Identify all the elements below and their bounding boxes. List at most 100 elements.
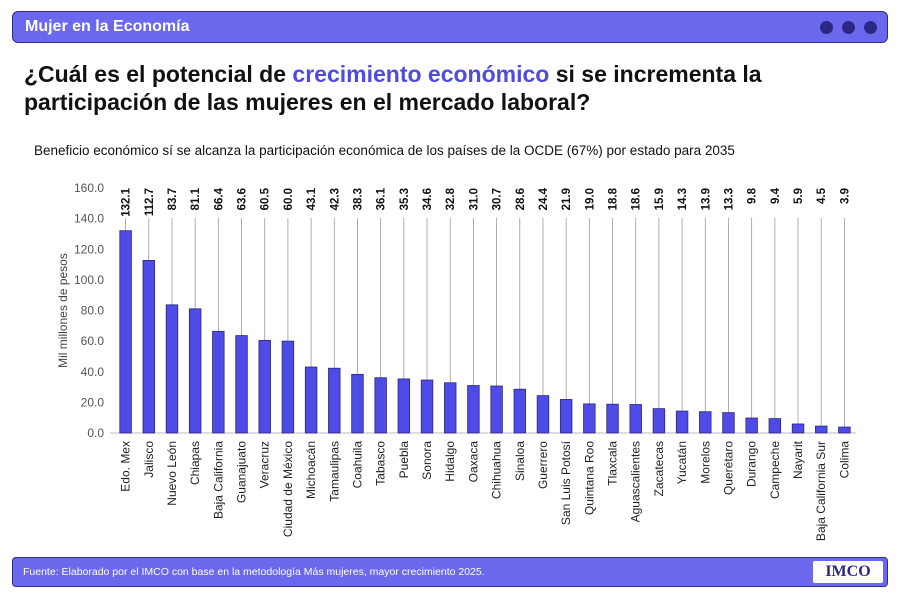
value-label: 5.9 xyxy=(793,188,805,204)
bar xyxy=(351,373,364,434)
value-label: 60.0 xyxy=(283,188,295,210)
value-label: 43.1 xyxy=(306,187,318,210)
headline: ¿Cuál es el potencial de crecimiento eco… xyxy=(24,60,874,116)
y-tick-label: 80.0 xyxy=(81,304,105,318)
window-dots xyxy=(820,21,877,34)
x-tick-label: Guerrero xyxy=(536,441,550,489)
value-label: 132.1 xyxy=(121,187,133,216)
x-tick-label: San Luis Potosí xyxy=(559,440,573,525)
bar xyxy=(188,308,202,434)
value-label: 9.4 xyxy=(770,187,782,204)
x-tick-label: Tlaxcala xyxy=(606,441,620,486)
value-label: 28.6 xyxy=(515,188,527,210)
bar xyxy=(513,388,526,434)
y-axis-label: Mil millones de pesos xyxy=(56,253,70,368)
bar xyxy=(142,260,155,434)
bar xyxy=(119,230,132,434)
bar xyxy=(791,423,805,434)
value-label: 36.1 xyxy=(376,187,388,210)
bar xyxy=(165,304,179,434)
bar xyxy=(606,403,619,434)
y-tick-label: 20.0 xyxy=(81,395,105,409)
x-tick-label: Sinaloa xyxy=(513,441,527,481)
x-tick-label: Querétaro xyxy=(721,441,735,495)
value-label: 18.6 xyxy=(631,188,643,210)
x-tick-label: Hidalgo xyxy=(443,441,457,482)
x-tick-label: Jalisco xyxy=(142,441,156,478)
bar xyxy=(583,403,596,434)
value-label: 18.8 xyxy=(608,187,620,210)
value-label: 13.3 xyxy=(723,188,735,210)
value-label: 81.1 xyxy=(190,187,202,210)
x-tick-label: Veracruz xyxy=(258,441,272,488)
chart-title: Beneficio económico sí se alcanza la par… xyxy=(34,143,735,158)
value-label: 19.0 xyxy=(584,188,596,210)
bar xyxy=(675,410,689,434)
footer-bar: Fuente: Elaborado por el IMCO con base e… xyxy=(12,557,888,587)
value-label: 21.9 xyxy=(561,188,573,210)
y-tick-label: 140.0 xyxy=(74,212,104,226)
bar xyxy=(212,330,225,434)
bar xyxy=(304,366,318,434)
bar xyxy=(536,395,550,434)
bar xyxy=(397,378,411,434)
value-label: 30.7 xyxy=(492,188,504,210)
value-label: 34.6 xyxy=(422,188,434,210)
value-label: 4.5 xyxy=(816,187,828,204)
x-tick-label: Colima xyxy=(837,441,851,479)
imco-logo: IMCO xyxy=(813,561,883,583)
bar xyxy=(235,335,248,434)
bar xyxy=(629,404,642,434)
source-note: Fuente: Elaborado por el IMCO con base e… xyxy=(23,566,485,578)
y-tick-label: 40.0 xyxy=(81,365,105,379)
x-tick-label: Zacatecas xyxy=(652,441,666,496)
x-tick-label: Morelos xyxy=(698,441,712,484)
y-tick-label: 60.0 xyxy=(81,334,105,348)
y-tick-label: 0.0 xyxy=(87,426,104,440)
x-tick-label: Campeche xyxy=(768,441,782,499)
dot-icon xyxy=(842,21,855,34)
y-tick-label: 160.0 xyxy=(74,181,104,195)
value-label: 24.4 xyxy=(538,187,550,210)
bar xyxy=(652,408,666,434)
value-label: 60.5 xyxy=(260,187,272,210)
x-tick-label: Puebla xyxy=(397,441,411,479)
headline-part1: ¿Cuál es el potencial de xyxy=(24,61,293,87)
value-label: 14.3 xyxy=(677,188,689,210)
value-label: 31.0 xyxy=(468,188,480,210)
bar xyxy=(559,399,573,434)
dot-icon xyxy=(820,21,833,34)
bar xyxy=(258,339,271,434)
x-tick-label: Quintana Roo xyxy=(582,441,596,515)
x-tick-label: Aguascalientes xyxy=(629,441,643,522)
x-tick-label: Chihuahua xyxy=(490,441,504,499)
x-tick-label: Nuevo León xyxy=(165,441,179,506)
x-tick-label: Durango xyxy=(745,441,759,487)
x-tick-label: Michoacán xyxy=(304,441,318,499)
bar xyxy=(838,426,851,434)
bar xyxy=(420,379,434,434)
x-tick-label: Baja California xyxy=(211,441,225,519)
y-tick-label: 100.0 xyxy=(74,273,104,287)
x-tick-label: Baja California Sur xyxy=(814,441,828,541)
bar xyxy=(328,367,341,434)
bar xyxy=(444,382,457,434)
value-label: 42.3 xyxy=(329,188,341,210)
bar xyxy=(815,425,828,434)
value-label: 112.7 xyxy=(144,188,156,216)
section-label: Mujer en la Economía xyxy=(25,18,190,35)
x-tick-label: Oaxaca xyxy=(466,441,480,483)
x-tick-label: Sonora xyxy=(420,441,434,480)
header-bar: Mujer en la Economía xyxy=(12,11,888,43)
value-label: 32.8 xyxy=(445,187,457,210)
x-tick-label: Tamaulipas xyxy=(327,441,341,502)
bar xyxy=(490,385,503,434)
bar xyxy=(722,412,735,434)
bar xyxy=(281,340,295,434)
x-tick-label: Chiapas xyxy=(188,441,202,485)
x-tick-label: Nayarit xyxy=(791,440,805,479)
bar xyxy=(374,377,387,434)
bar xyxy=(699,411,712,434)
x-tick-label: Guanajuato xyxy=(235,441,249,503)
